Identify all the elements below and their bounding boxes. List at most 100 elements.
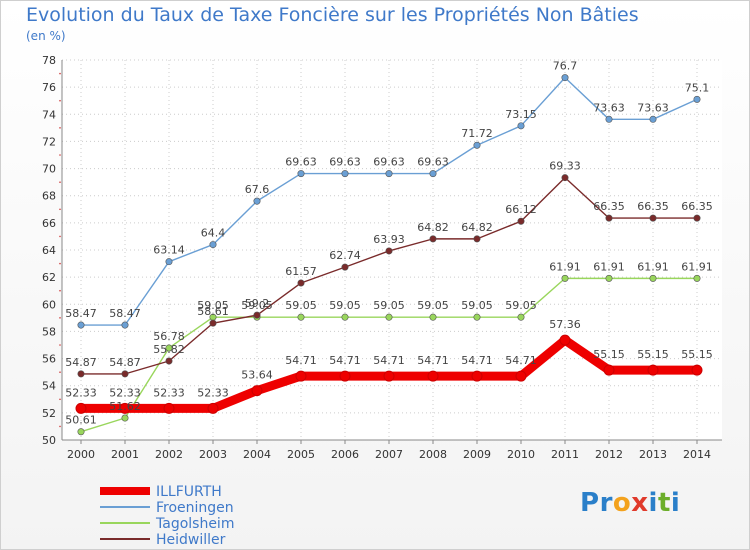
data-point-illfurth bbox=[207, 402, 219, 414]
y-minor-tick bbox=[59, 181, 61, 183]
data-label-tagolsheim: 59.05 bbox=[197, 299, 229, 312]
data-point-heidwiller bbox=[253, 311, 261, 319]
data-label-illfurth: 54.71 bbox=[461, 354, 493, 367]
x-tick-label: 2001 bbox=[111, 448, 139, 461]
data-label-froeningen: 69.63 bbox=[329, 156, 361, 169]
data-point-froeningen bbox=[165, 258, 173, 266]
data-point-illfurth bbox=[515, 370, 527, 382]
y-minor-tick bbox=[59, 72, 61, 75]
data-point-illfurth bbox=[75, 402, 87, 414]
data-point-illfurth bbox=[647, 364, 659, 376]
data-label-froeningen: 67.6 bbox=[245, 183, 270, 196]
data-point-froeningen bbox=[517, 122, 525, 130]
chart-unit-label: (en %) bbox=[26, 29, 66, 43]
data-point-heidwiller bbox=[297, 279, 305, 287]
legend-label-froeningen: Froeningen bbox=[156, 500, 234, 516]
y-minor-tick bbox=[59, 425, 61, 428]
data-point-froeningen bbox=[473, 141, 481, 149]
data-point-tagolsheim bbox=[605, 274, 613, 282]
data-label-heidwiller: 66.35 bbox=[593, 200, 625, 213]
data-label-tagolsheim: 59.05 bbox=[329, 299, 361, 312]
data-point-tagolsheim bbox=[429, 313, 437, 321]
data-label-tagolsheim: 61.91 bbox=[637, 260, 669, 273]
data-point-illfurth bbox=[471, 370, 483, 382]
data-label-tagolsheim: 51.62 bbox=[109, 400, 141, 413]
x-tick-label: 2013 bbox=[639, 448, 667, 461]
data-label-froeningen: 64.4 bbox=[201, 227, 226, 240]
data-label-illfurth: 52.33 bbox=[65, 386, 97, 399]
data-point-heidwiller bbox=[605, 214, 613, 222]
data-point-tagolsheim bbox=[473, 313, 481, 321]
data-label-heidwiller: 69.33 bbox=[549, 160, 581, 173]
data-label-illfurth: 53.64 bbox=[241, 369, 273, 382]
y-minor-tick bbox=[59, 344, 61, 346]
data-label-froeningen: 73.63 bbox=[637, 101, 669, 114]
data-point-tagolsheim bbox=[165, 344, 173, 352]
y-tick-label: 52 bbox=[42, 407, 56, 420]
y-minor-tick bbox=[59, 317, 61, 319]
y-minor-tick bbox=[59, 371, 61, 373]
data-label-heidwiller: 55.82 bbox=[153, 343, 185, 356]
data-label-heidwiller: 66.35 bbox=[637, 200, 669, 213]
data-label-illfurth: 55.15 bbox=[681, 348, 713, 361]
x-tick-label: 2004 bbox=[243, 448, 271, 461]
x-tick-label: 2000 bbox=[67, 448, 95, 461]
data-point-heidwiller bbox=[561, 174, 569, 182]
data-label-froeningen: 69.63 bbox=[373, 156, 405, 169]
y-minor-tick bbox=[59, 154, 61, 156]
data-point-froeningen bbox=[561, 74, 569, 82]
data-label-illfurth: 52.33 bbox=[109, 386, 141, 399]
legend-label-tagolsheim: Tagolsheim bbox=[155, 516, 234, 532]
data-point-froeningen bbox=[341, 170, 349, 178]
y-tick-label: 64 bbox=[42, 244, 56, 257]
x-tick-label: 2008 bbox=[419, 448, 447, 461]
data-label-illfurth: 54.71 bbox=[505, 354, 537, 367]
data-label-froeningen: 58.47 bbox=[109, 307, 141, 320]
data-point-heidwiller bbox=[649, 214, 657, 222]
y-tick-label: 72 bbox=[42, 135, 56, 148]
data-label-illfurth: 54.71 bbox=[285, 354, 317, 367]
data-label-froeningen: 69.63 bbox=[285, 156, 317, 169]
data-label-tagolsheim: 59.05 bbox=[417, 299, 449, 312]
data-label-heidwiller: 54.87 bbox=[109, 356, 141, 369]
proxiti-logo: Proxiti bbox=[580, 488, 680, 518]
data-label-heidwiller: 54.87 bbox=[65, 356, 97, 369]
data-label-froeningen: 63.14 bbox=[153, 244, 185, 257]
data-point-illfurth bbox=[383, 370, 395, 382]
y-tick-label: 60 bbox=[42, 298, 56, 311]
data-point-illfurth bbox=[603, 364, 615, 376]
data-label-heidwiller: 58.61 bbox=[197, 305, 229, 318]
y-tick-label: 68 bbox=[42, 190, 56, 203]
data-point-tagolsheim bbox=[517, 313, 525, 321]
y-tick-label: 62 bbox=[42, 271, 56, 284]
data-point-tagolsheim bbox=[693, 274, 701, 282]
data-label-tagolsheim: 59.05 bbox=[505, 299, 537, 312]
data-point-illfurth bbox=[559, 334, 571, 346]
data-label-froeningen: 71.72 bbox=[461, 127, 493, 140]
data-point-illfurth bbox=[251, 385, 263, 397]
data-point-froeningen bbox=[429, 170, 437, 178]
data-label-heidwiller: 62.74 bbox=[329, 249, 361, 262]
x-tick-label: 2014 bbox=[683, 448, 711, 461]
data-label-heidwiller: 59.2 bbox=[245, 297, 270, 310]
data-point-heidwiller bbox=[429, 235, 437, 243]
x-tick-label: 2007 bbox=[375, 448, 403, 461]
data-label-illfurth: 54.71 bbox=[373, 354, 405, 367]
y-tick-label: 56 bbox=[42, 353, 56, 366]
logo-letter: i bbox=[670, 488, 681, 518]
data-point-heidwiller bbox=[341, 263, 349, 271]
x-tick-label: 2012 bbox=[595, 448, 623, 461]
data-point-illfurth bbox=[163, 402, 175, 414]
legend-label-illfurth: ILLFURTH bbox=[156, 484, 222, 500]
y-tick-label: 76 bbox=[42, 81, 56, 94]
data-point-tagolsheim bbox=[649, 274, 657, 282]
data-point-tagolsheim bbox=[561, 274, 569, 282]
x-tick-label: 2009 bbox=[463, 448, 491, 461]
logo-letter: P bbox=[580, 488, 600, 518]
y-tick-label: 78 bbox=[42, 54, 56, 67]
legend-label-heidwiller: Heidwiller bbox=[156, 532, 226, 548]
data-label-heidwiller: 66.35 bbox=[681, 200, 713, 213]
data-label-tagolsheim: 59.05 bbox=[373, 299, 405, 312]
data-point-froeningen bbox=[605, 115, 613, 123]
